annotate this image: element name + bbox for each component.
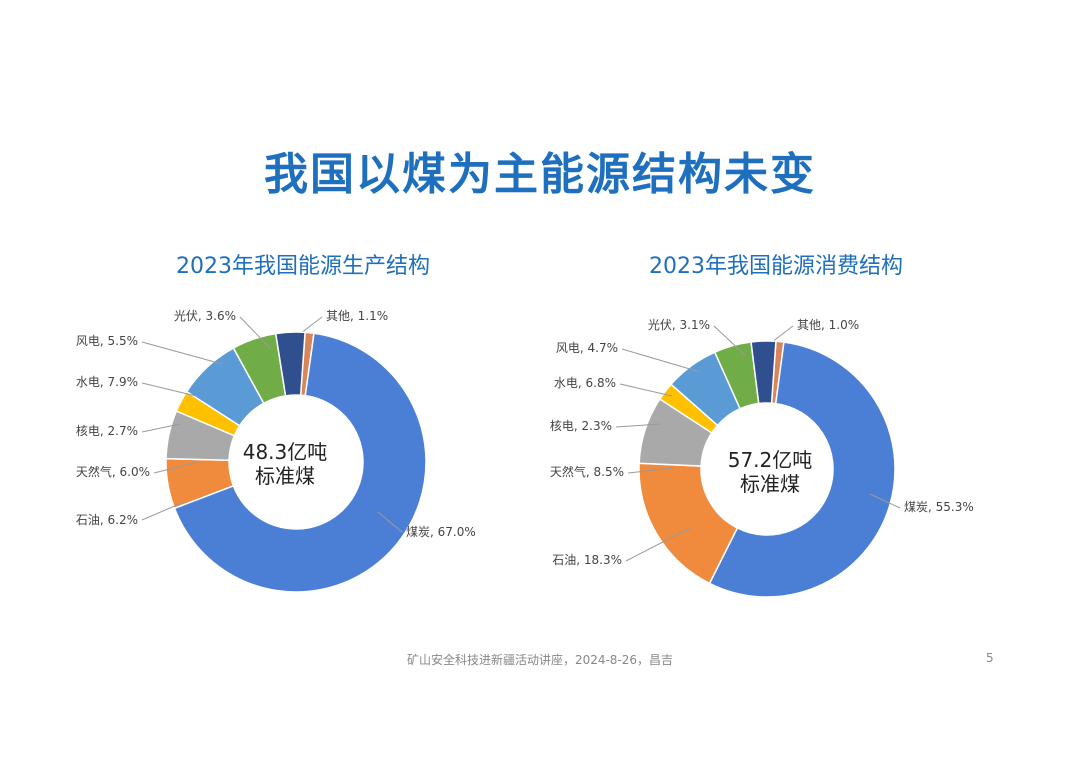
leader-line-1-4 [615, 423, 661, 428]
center-total-consumption-value: 57.2亿吨 [727, 448, 813, 472]
slice-1-7 [750, 340, 777, 405]
leader-line-0-6 [141, 341, 223, 365]
page-number: 5 [986, 651, 994, 665]
slice-0-1 [173, 332, 427, 593]
data-label-0-1: 煤炭, 67.0% [406, 525, 476, 539]
data-label-1-4: 核电, 2.3% [550, 419, 612, 433]
data-label-0-7: 光伏, 3.6% [174, 309, 236, 323]
data-label-0-0: 其他, 1.1% [326, 309, 388, 323]
leader-line-1-5 [619, 383, 673, 397]
leader-line-0-4 [141, 423, 181, 433]
slice-1-1 [708, 341, 896, 598]
data-label-0-3: 天然气, 6.0% [76, 464, 150, 479]
leader-line-1-3 [627, 467, 673, 474]
chart-title-production: 2023年我国能源生产结构 [176, 254, 430, 279]
data-label-0-4: 核电, 2.7% [76, 424, 138, 438]
leader-line-0-2 [141, 501, 185, 521]
data-label-0-5: 水电, 7.9% [76, 375, 138, 389]
center-total-consumption-unit: 标准煤 [740, 472, 800, 496]
data-label-1-1: 煤炭, 55.3% [904, 500, 974, 514]
center-total-production-value: 48.3亿吨 [242, 440, 328, 464]
leader-line-0-5 [141, 382, 197, 397]
data-label-1-0: 其他, 1.0% [797, 318, 859, 332]
data-label-0-6: 风电, 5.5% [76, 334, 138, 348]
data-label-1-6: 风电, 4.7% [556, 341, 618, 355]
leader-line-0-3 [153, 461, 199, 474]
leader-line-1-6 [621, 348, 701, 373]
data-label-1-2: 石油, 18.3% [552, 553, 622, 567]
leader-line-1-7 [713, 325, 747, 357]
center-total-production-unit: 标准煤 [255, 464, 315, 488]
center-total-consumption: 57.2亿吨 标准煤 [690, 448, 850, 496]
slide-title: 我国以煤为主能源结构未变 [264, 149, 816, 200]
leader-line-0-1 [377, 511, 403, 533]
leader-line-1-2 [625, 527, 691, 562]
data-label-1-5: 水电, 6.8% [554, 376, 616, 390]
data-label-1-3: 天然气, 8.5% [550, 464, 624, 479]
data-label-0-2: 石油, 6.2% [76, 513, 138, 527]
chart-title-consumption: 2023年我国能源消费结构 [649, 254, 903, 279]
leader-line-1-1 [869, 493, 901, 509]
leader-line-0-7 [239, 316, 271, 349]
data-label-1-7: 光伏, 3.1% [648, 318, 710, 332]
footer-text: 矿山安全科技进新疆活动讲座，2024-8-26，昌吉 [406, 653, 674, 667]
center-total-production: 48.3亿吨 标准煤 [205, 440, 365, 488]
slice-0-7 [274, 331, 306, 397]
